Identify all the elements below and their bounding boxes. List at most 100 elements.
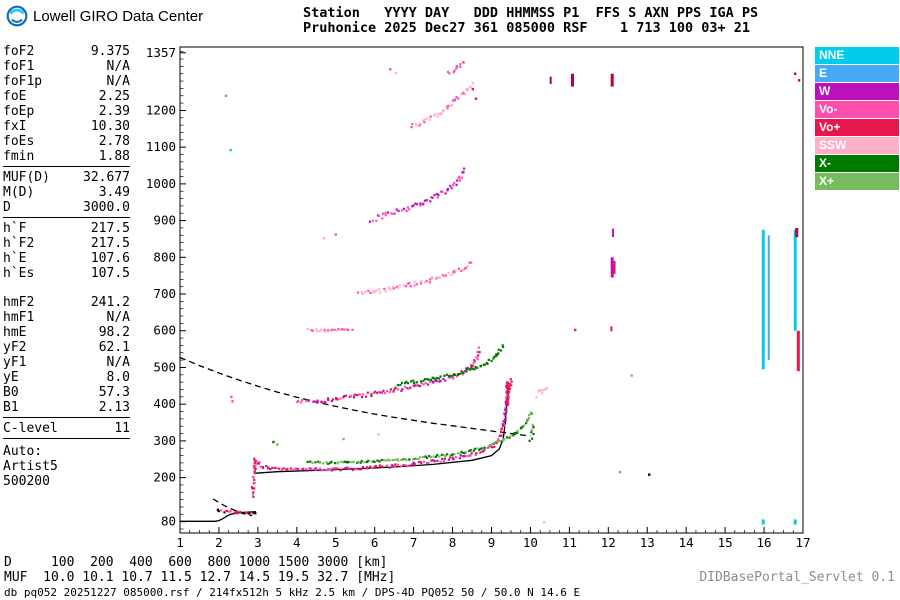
param-name: h`F2 bbox=[3, 236, 35, 251]
param-value: 9.375 bbox=[90, 44, 130, 59]
param-value: N/A bbox=[106, 74, 130, 89]
legend-item-w: W bbox=[815, 83, 899, 100]
param-value: N/A bbox=[106, 59, 130, 74]
svg-text:800: 800 bbox=[153, 249, 176, 264]
param-row-b0: B0 57.3 bbox=[3, 385, 130, 400]
svg-text:600: 600 bbox=[153, 323, 176, 338]
muf-table-values: MUF 10.0 10.1 10.7 11.5 12.7 14.5 19.5 3… bbox=[4, 569, 396, 585]
polarization-legend: NNE E W Vo- Vo+ SSW X- X+ bbox=[815, 47, 899, 191]
param-value: 62.1 bbox=[98, 340, 130, 355]
data-layer bbox=[179, 61, 801, 525]
param-group: foF2 9.375 foF1 N/A foF1p N/A foE 2.25 foEp 2.39 f… bbox=[3, 44, 130, 167]
param-name: hmF1 bbox=[3, 310, 35, 325]
readout-panel: foF2 9.375 foF1 N/A foF1p N/A foE 2.25 foEp 2.39 f… bbox=[3, 44, 130, 489]
svg-text:1200: 1200 bbox=[146, 102, 176, 117]
svg-text:2: 2 bbox=[215, 535, 223, 550]
svg-text:7: 7 bbox=[410, 535, 418, 550]
svg-text:80: 80 bbox=[161, 514, 176, 529]
param-row-md: M(D) 3.49 bbox=[3, 185, 130, 200]
station-header-line2: Pruhonice 2025 Dec27 361 085000 RSF 1 71… bbox=[303, 20, 751, 36]
param-row-fof1p: foF1p N/A bbox=[3, 74, 130, 89]
svg-text:12: 12 bbox=[601, 535, 616, 550]
param-name: yE bbox=[3, 370, 19, 385]
noise-points bbox=[224, 68, 801, 524]
param-group: MUF(D) 32.677 M(D) 3.49 D 3000.0 bbox=[3, 170, 130, 218]
param-value: 3000.0 bbox=[83, 200, 130, 215]
svg-text:200: 200 bbox=[153, 470, 176, 485]
param-name: B0 bbox=[3, 385, 19, 400]
svg-text:1: 1 bbox=[176, 535, 184, 550]
series-cusp-right-pink bbox=[535, 386, 548, 399]
param-row-he: h`E 107.6 bbox=[3, 251, 130, 266]
param-name: h`F bbox=[3, 221, 27, 236]
series-fourth-hop bbox=[368, 167, 466, 223]
param-group: hmF2 241.2 hmF1 N/A hmE 98.2 yF2 62.1 yF1 N/A yE 8.… bbox=[3, 295, 130, 418]
svg-text:11: 11 bbox=[562, 535, 577, 550]
param-name: D bbox=[3, 200, 11, 215]
giro-logo-icon bbox=[6, 5, 28, 27]
svg-text:4: 4 bbox=[293, 535, 301, 550]
param-name: h`Es bbox=[3, 266, 35, 281]
interference-segments bbox=[506, 73, 800, 525]
series-Es-trace bbox=[216, 508, 257, 515]
series-fifth-hop bbox=[410, 81, 474, 129]
svg-text:500: 500 bbox=[153, 359, 176, 374]
param-value: 2.25 bbox=[98, 89, 130, 104]
svg-text:900: 900 bbox=[153, 213, 176, 228]
param-value: 2.13 bbox=[98, 400, 130, 415]
param-name: hmE bbox=[3, 325, 27, 340]
legend-item-e: E bbox=[815, 65, 899, 82]
svg-text:1357: 1357 bbox=[146, 45, 176, 60]
svg-text:8: 8 bbox=[449, 535, 457, 550]
svg-text:1000: 1000 bbox=[146, 176, 176, 191]
series-F2-X-trace bbox=[306, 411, 533, 465]
param-value: N/A bbox=[106, 355, 130, 370]
svg-text:3: 3 bbox=[254, 535, 262, 550]
param-row-foep: foEp 2.39 bbox=[3, 104, 130, 119]
svg-text:10: 10 bbox=[523, 535, 538, 550]
station-header-line1: Station YYYY DAY DDD HHMMSS P1 FFS S AXN… bbox=[303, 5, 759, 21]
param-row-hes: h`Es 107.5 bbox=[3, 266, 130, 281]
param-row-clevel: C-level 11 bbox=[3, 421, 130, 436]
legend-item-ssw: SSW bbox=[815, 137, 899, 154]
svg-text:6: 6 bbox=[371, 535, 379, 550]
param-value: 107.5 bbox=[90, 266, 130, 281]
brand-title: Lowell GIRO Data Center bbox=[33, 7, 204, 25]
footer-info: db pq052 20251227 085000.rsf / 214fx512h… bbox=[4, 586, 581, 599]
svg-text:9: 9 bbox=[488, 535, 496, 550]
auto-block: Auto: Artist5 500200 bbox=[3, 444, 130, 489]
branding: Lowell GIRO Data Center bbox=[6, 5, 203, 27]
param-name: MUF(D) bbox=[3, 170, 50, 185]
param-value: 217.5 bbox=[90, 236, 130, 251]
param-name: B1 bbox=[3, 400, 19, 415]
param-name: M(D) bbox=[3, 185, 35, 200]
servlet-version: DIDBasePortal_Servlet 0.1 bbox=[699, 570, 895, 585]
svg-text:1100: 1100 bbox=[146, 139, 176, 154]
param-name: foEp bbox=[3, 104, 35, 119]
auto-lines: Artist5 500200 bbox=[3, 459, 130, 489]
param-row-ye: yE 8.0 bbox=[3, 370, 130, 385]
plot-frame bbox=[179, 46, 804, 534]
param-row-yf2: yF2 62.1 bbox=[3, 340, 130, 355]
muf-table: D 100 200 400 600 800 1000 1500 3000 [km… bbox=[4, 555, 396, 585]
param-row-hf2: h`F2 217.5 bbox=[3, 236, 130, 251]
legend-item-vo: Vo- bbox=[815, 101, 899, 118]
svg-text:16: 16 bbox=[757, 535, 772, 550]
param-name: yF2 bbox=[3, 340, 27, 355]
line-muf-transmission-curve bbox=[179, 356, 531, 437]
svg-text:14: 14 bbox=[679, 535, 694, 550]
param-value: 32.677 bbox=[83, 170, 130, 185]
auto-line: Artist5 bbox=[3, 459, 58, 474]
param-name: foF2 bbox=[3, 44, 35, 59]
param-row-hme: hmE 98.2 bbox=[3, 325, 130, 340]
param-name: foF1p bbox=[3, 74, 43, 89]
series-F2-O-trace bbox=[253, 381, 510, 472]
param-name: h`E bbox=[3, 251, 27, 266]
param-value: 217.5 bbox=[90, 221, 130, 236]
param-row-fxi: fxI 10.30 bbox=[3, 119, 130, 134]
param-row-b1: B1 2.13 bbox=[3, 400, 130, 415]
param-value: N/A bbox=[106, 310, 130, 325]
param-name: yF1 bbox=[3, 355, 27, 370]
svg-text:700: 700 bbox=[153, 286, 176, 301]
